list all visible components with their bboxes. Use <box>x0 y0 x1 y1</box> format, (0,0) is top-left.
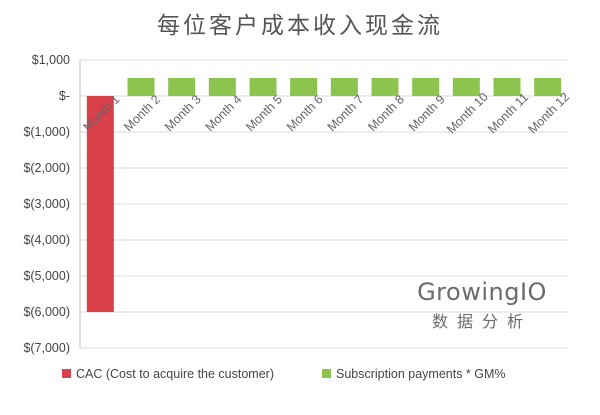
bar <box>127 78 155 96</box>
legend-swatch <box>322 369 331 378</box>
y-tick-label: $(5,000) <box>23 269 70 283</box>
bar <box>452 78 480 96</box>
x-category-label: Month 5 <box>243 92 285 134</box>
bar <box>493 78 521 96</box>
x-category-label: Month 8 <box>365 92 407 134</box>
y-tick-label: $(2,000) <box>23 161 70 175</box>
y-tick-label: $- <box>59 89 70 103</box>
bar <box>330 78 358 96</box>
y-axis-ticks: $1,000 $- $(1,000) $(2,000) $(3,000) $(4,000)… <box>23 53 70 355</box>
x-category-label: Month 7 <box>325 92 367 134</box>
y-tick-label: $(7,000) <box>23 341 70 355</box>
x-category-label: Month 10 <box>444 90 491 137</box>
bar <box>249 78 277 96</box>
gridlines <box>79 59 568 349</box>
legend-swatch <box>62 369 71 378</box>
legend-label: CAC (Cost to acquire the customer) <box>76 367 274 381</box>
y-tick-label: $(4,000) <box>23 233 70 247</box>
watermark-brand: GrowingIO <box>417 278 547 306</box>
y-tick-label: $(6,000) <box>23 305 70 319</box>
legend-label: Subscription payments * GM% <box>336 367 506 381</box>
x-category-label: Month 2 <box>121 92 163 134</box>
chart-title: 每位客户成本收入现金流 <box>157 13 443 39</box>
bar <box>168 78 196 96</box>
growingio-watermark: GrowingIO 数据分析 <box>402 278 562 332</box>
x-category-label: Month 9 <box>406 92 448 134</box>
y-tick-label: $1,000 <box>32 53 70 67</box>
bar <box>86 96 114 312</box>
y-tick-label: $(1,000) <box>23 125 70 139</box>
legend: CAC (Cost to acquire the customer) Subscr… <box>62 367 506 381</box>
watermark-subtitle: 数据分析 <box>431 312 532 331</box>
bar <box>412 78 440 96</box>
bars <box>86 78 562 312</box>
bar <box>534 78 562 96</box>
x-category-label: Month 4 <box>203 92 245 134</box>
y-tick-label: $(3,000) <box>23 197 70 211</box>
x-category-label: Month 11 <box>485 90 531 136</box>
x-category-label: Month 12 <box>525 90 572 137</box>
bar <box>371 78 399 96</box>
x-category-label: Month 6 <box>284 92 326 134</box>
bar <box>208 78 236 96</box>
x-category-label: Month 3 <box>162 92 204 134</box>
bar <box>290 78 318 96</box>
